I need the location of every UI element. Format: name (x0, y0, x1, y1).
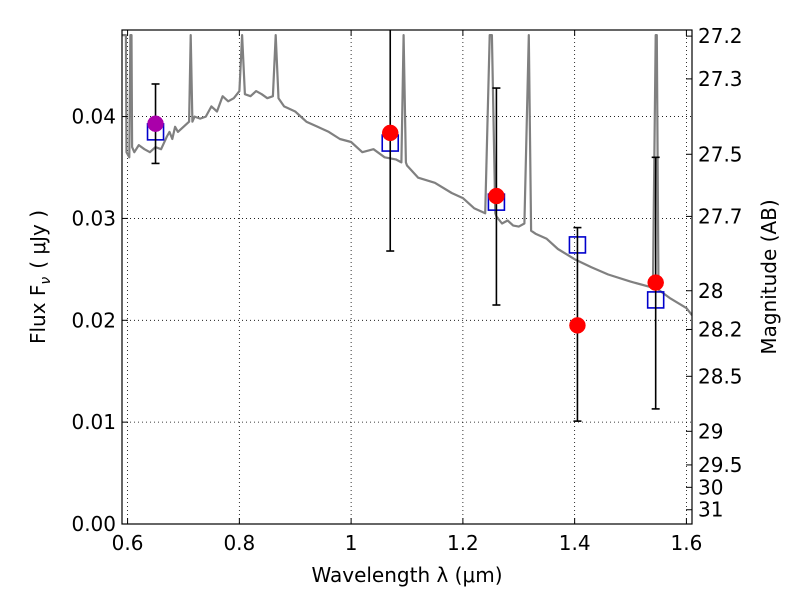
observed-point (381, 124, 399, 142)
x-tick-label: 0.8 (223, 531, 255, 555)
y-axis-label-unit: ( μJy ) (26, 210, 50, 269)
x-axis-label: Wavelength λ (μm) (311, 563, 502, 587)
y-axis-label-sub: ν (38, 277, 54, 285)
x-tick-label: 1.2 (447, 531, 479, 555)
right-tick-label: 28.5 (698, 364, 743, 388)
y-tick-label: 0.02 (71, 308, 116, 332)
right-tick-label: 28 (698, 279, 723, 303)
observed-point (488, 187, 505, 205)
axes-frame (121, 29, 693, 525)
y-tick-label: 0.00 (71, 512, 116, 536)
svg-text:Flux Fν( μJy ): Flux Fν ( μJy ) (26, 210, 54, 344)
observed-point (569, 317, 586, 334)
y-axis-label-main: Flux F (26, 285, 50, 344)
ticks: 0.6 0.8 1 1.2 1.4 1.6 0.00 0.01 0.02 0.03 0.04 27.2… (71, 24, 742, 555)
y-axis-label: Flux Fν ( μJy ) (26, 210, 54, 344)
right-tick-label: 29 (698, 419, 723, 443)
x-tick-label: 1.6 (671, 531, 703, 555)
error-bars (147, 30, 664, 422)
right-tick-label: 27.2 (698, 24, 743, 48)
y-tick-label: 0.04 (71, 105, 116, 129)
observed-point (147, 115, 164, 132)
right-tick-label: 27.7 (698, 204, 743, 228)
right-tick-label: 28.2 (698, 317, 743, 341)
right-tick-label: 27.3 (698, 67, 743, 91)
observed-point (647, 274, 664, 291)
right-tick-label: 31 (698, 498, 723, 522)
x-tick-label: 0.6 (112, 531, 144, 555)
right-axis-label: Magnitude (AB) (757, 199, 781, 354)
spectrum-line (122, 34, 692, 316)
x-tick-label: 1 (345, 531, 358, 555)
y-tick-label: 0.01 (71, 410, 116, 434)
right-tick-label: 29.5 (698, 453, 743, 477)
right-tick-label: 30 (698, 475, 723, 499)
right-tick-label: 27.5 (698, 142, 743, 166)
y-tick-label: 0.03 (71, 206, 116, 230)
x-tick-label: 1.4 (559, 531, 591, 555)
